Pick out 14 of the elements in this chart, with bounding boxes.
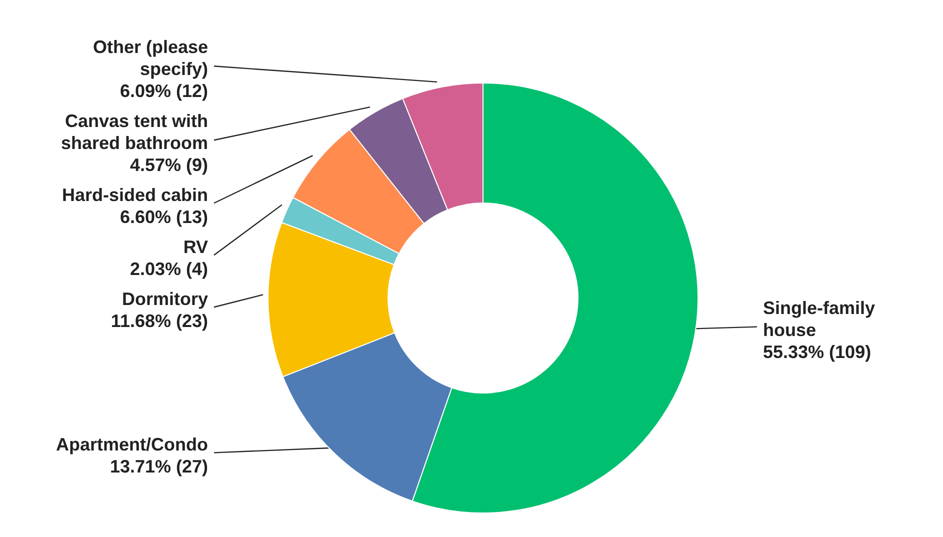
data-label: 13.71% (27) — [110, 456, 208, 477]
slice-label: Dormitory — [122, 289, 208, 310]
data-label: 11.68% (23) — [110, 311, 208, 332]
slice-label: Hard-sided cabin — [62, 185, 208, 206]
data-label: 6.09% (12) — [120, 81, 208, 102]
data-label: 2.03% (4) — [130, 259, 208, 280]
data-label: 4.57% (9) — [130, 155, 208, 176]
slice-label: Apartment/Condo — [56, 434, 208, 455]
data-label: 55.33% (109) — [763, 342, 872, 362]
slice-label: Other (please specify) — [92, 37, 208, 80]
slice-label: Canvas tent with shared bathroom — [60, 111, 208, 154]
slice-label: RV — [183, 237, 208, 258]
slice-label: Single-family house — [763, 298, 876, 340]
data-label: 6.60% (13) — [120, 207, 208, 228]
